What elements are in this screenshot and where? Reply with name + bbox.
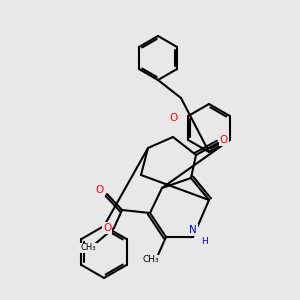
Text: O: O [170, 113, 178, 123]
Text: O: O [103, 223, 111, 233]
Text: CH₃: CH₃ [143, 256, 159, 265]
Text: CH₃: CH₃ [80, 244, 96, 253]
Text: O: O [96, 185, 104, 195]
Text: H: H [201, 238, 207, 247]
Text: N: N [189, 225, 197, 235]
Text: O: O [220, 135, 228, 145]
